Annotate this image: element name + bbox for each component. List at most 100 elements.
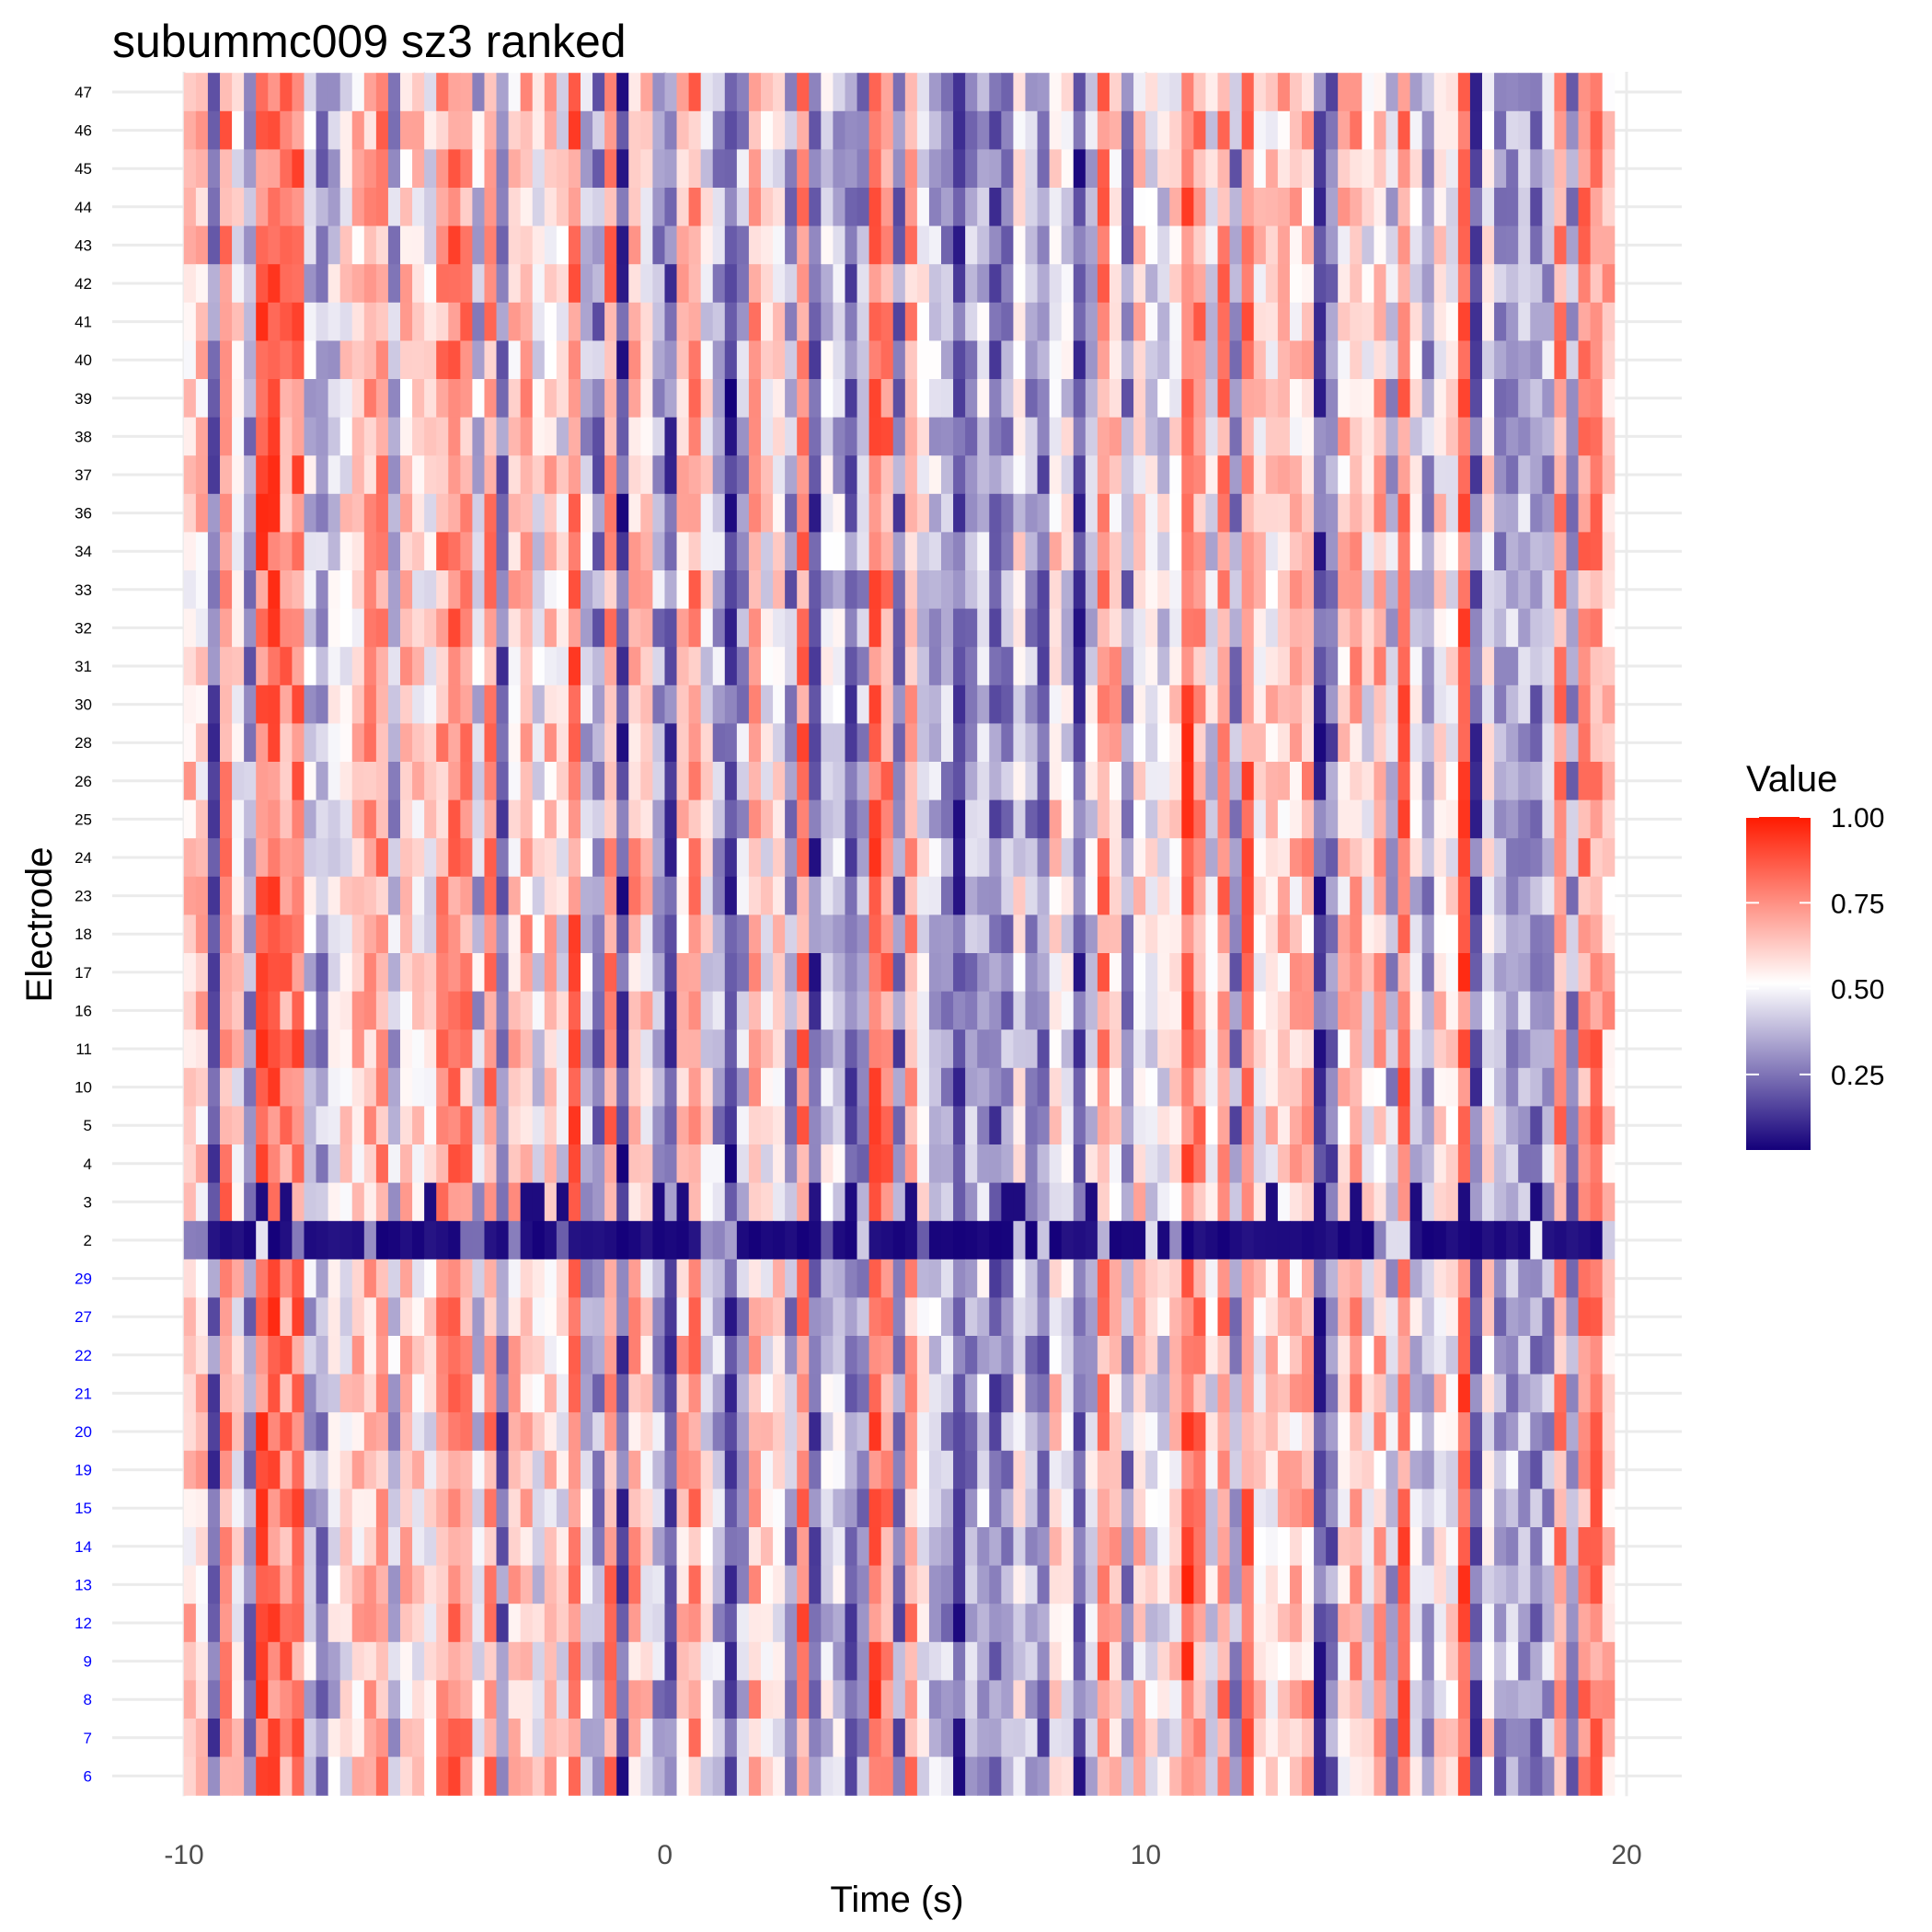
heatmap-cell — [1458, 379, 1471, 418]
heatmap-cell — [689, 1183, 702, 1222]
heatmap-cell — [725, 723, 738, 762]
heatmap-cell — [448, 1412, 461, 1451]
heatmap-cell — [545, 1412, 558, 1451]
heatmap-cell — [280, 877, 293, 915]
heatmap-cell — [1470, 992, 1483, 1030]
heatmap-cell — [196, 188, 209, 226]
heatmap-cell — [749, 762, 762, 800]
heatmap-cell — [328, 149, 341, 188]
heatmap-cell — [184, 340, 197, 379]
heatmap-cell — [1542, 723, 1555, 762]
heatmap-cell — [340, 532, 353, 570]
heatmap-cell — [821, 647, 834, 685]
heatmap-cell — [1518, 340, 1531, 379]
heatmap-cell — [1506, 1144, 1519, 1183]
heatmap-cell — [833, 762, 845, 800]
heatmap-cell — [1157, 723, 1170, 762]
heatmap-cell — [1133, 226, 1146, 265]
heatmap-cell — [1278, 570, 1291, 609]
heatmap-cell — [1205, 494, 1218, 533]
heatmap-cell — [1001, 723, 1014, 762]
heatmap-cell — [1025, 379, 1038, 418]
heatmap-cell — [1362, 877, 1374, 915]
heatmap-cell — [497, 914, 510, 953]
heatmap-cell — [280, 1412, 293, 1451]
heatmap-cell — [1398, 992, 1411, 1030]
heatmap-cell — [1579, 1604, 1592, 1642]
heatmap-cell — [881, 877, 894, 915]
heatmap-cell — [1001, 1297, 1014, 1336]
heatmap-cell — [364, 303, 377, 341]
heatmap-cell — [581, 609, 593, 648]
heatmap-cell — [328, 1489, 341, 1527]
heatmap-cell — [1362, 1259, 1374, 1298]
heatmap-cell — [256, 1297, 269, 1336]
heatmap-cell — [1494, 1566, 1507, 1604]
heatmap-cell — [1470, 1412, 1483, 1451]
heatmap-cell — [1410, 1412, 1423, 1451]
heatmap-cell — [569, 685, 581, 724]
heatmap-cell — [1038, 1566, 1051, 1604]
heatmap-cell — [1181, 1374, 1194, 1413]
heatmap-cell — [184, 1144, 197, 1183]
heatmap-cell — [773, 1259, 786, 1298]
heatmap-cell — [1434, 953, 1447, 992]
heatmap-cell — [1398, 800, 1411, 839]
heatmap-cell — [1278, 1604, 1291, 1642]
heatmap-cell — [521, 1374, 534, 1413]
heatmap-cell — [1230, 1604, 1243, 1642]
heatmap-cell — [1205, 647, 1218, 685]
heatmap-cell — [497, 800, 510, 839]
heatmap-cell — [340, 570, 353, 609]
heatmap-cell — [256, 149, 269, 188]
heatmap-cell — [244, 188, 257, 226]
heatmap-cell — [244, 264, 257, 303]
heatmap-cell — [1218, 685, 1231, 724]
heatmap-cell — [845, 914, 857, 953]
heatmap-cell — [1169, 1412, 1182, 1451]
heatmap-cell — [1121, 1451, 1134, 1489]
heatmap-cell — [472, 762, 485, 800]
heatmap-cell — [1350, 226, 1363, 265]
heatmap-cell — [376, 609, 389, 648]
heatmap-cell — [412, 953, 425, 992]
heatmap-cell — [1001, 188, 1014, 226]
heatmap-cell — [1193, 762, 1206, 800]
heatmap-cell — [1145, 877, 1158, 915]
heatmap-cell — [1290, 609, 1303, 648]
heatmap-cell — [1446, 1183, 1459, 1222]
heatmap-cell — [857, 226, 870, 265]
heatmap-cell — [340, 1566, 353, 1604]
heatmap-cell — [1398, 1029, 1411, 1068]
heatmap-cell — [1169, 800, 1182, 839]
heatmap-cell — [604, 1144, 617, 1183]
heatmap-cell — [1098, 1604, 1110, 1642]
heatmap-cell — [1266, 1412, 1279, 1451]
heatmap-cell — [1398, 914, 1411, 953]
heatmap-cell — [1518, 494, 1531, 533]
heatmap-cell — [1181, 264, 1194, 303]
heatmap-cell — [400, 1259, 413, 1298]
heatmap-cell — [581, 800, 593, 839]
heatmap-cell — [424, 532, 437, 570]
heatmap-cell — [569, 647, 581, 685]
heatmap-cell — [1062, 914, 1075, 953]
heatmap-cell — [557, 73, 569, 111]
heatmap-cell — [1398, 685, 1411, 724]
heatmap-cell — [821, 838, 834, 877]
heatmap-cell — [640, 1144, 653, 1183]
heatmap-cell — [701, 73, 714, 111]
heatmap-cell — [725, 1451, 738, 1489]
heatmap-cell — [1205, 762, 1218, 800]
heatmap-cell — [1374, 570, 1386, 609]
heatmap-cell — [1386, 379, 1398, 418]
heatmap-cell — [1062, 494, 1075, 533]
heatmap-cell — [1086, 494, 1098, 533]
heatmap-cell — [941, 570, 954, 609]
heatmap-cell — [821, 1489, 834, 1527]
heatmap-cell — [1338, 226, 1351, 265]
heatmap-cell — [689, 609, 702, 648]
heatmap-cell — [809, 1029, 822, 1068]
heatmap-cell — [1254, 800, 1267, 839]
heatmap-cell — [448, 188, 461, 226]
